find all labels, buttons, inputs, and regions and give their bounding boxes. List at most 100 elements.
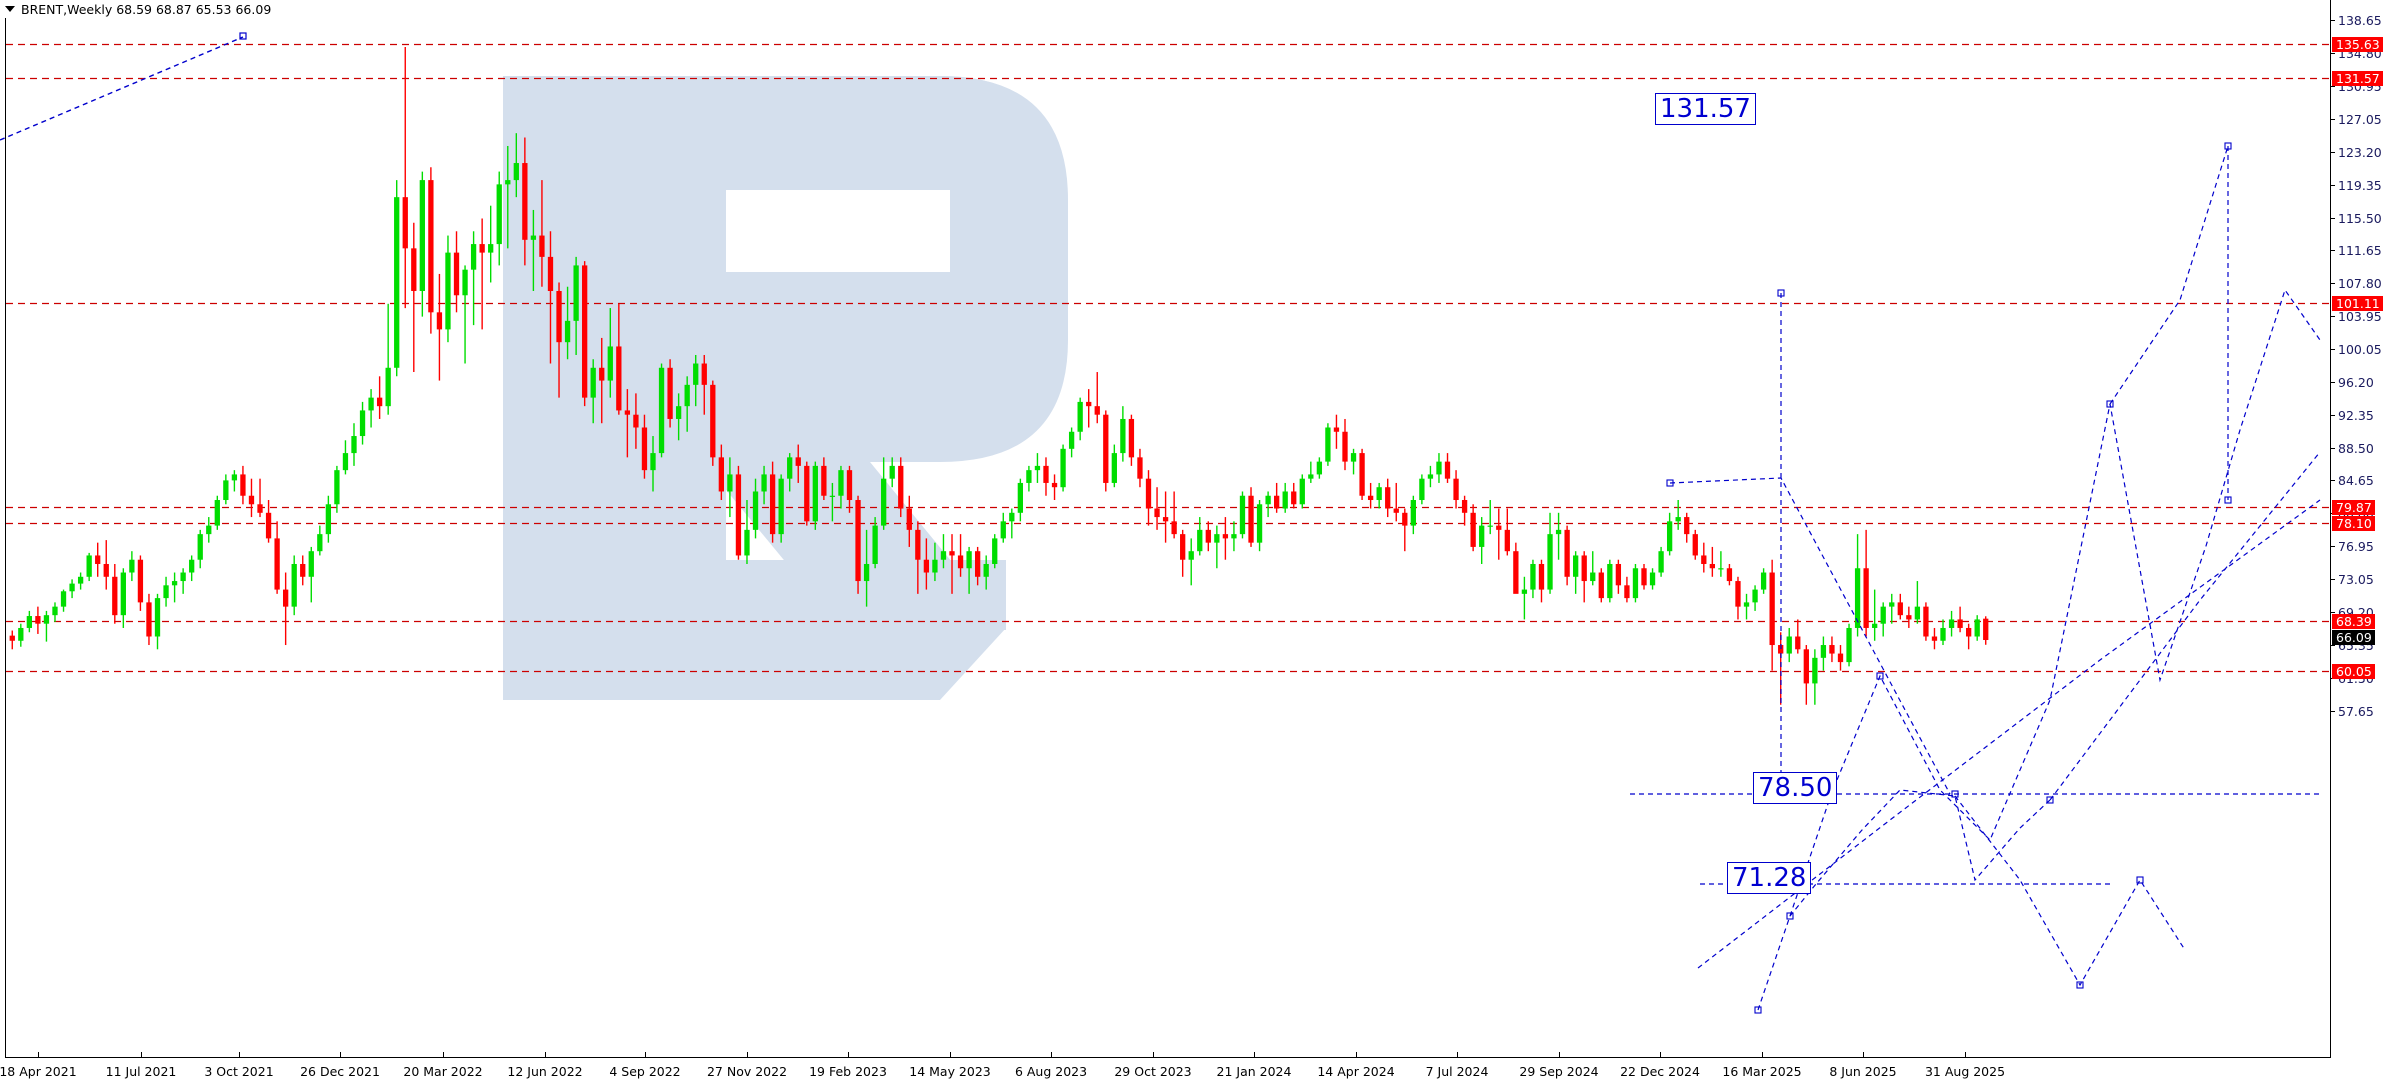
- date-tick-mark: [1863, 1052, 1864, 1057]
- tick-mark: [2331, 152, 2335, 153]
- date-tick-mark: [239, 1052, 240, 1057]
- price-tick: 76.95: [2331, 540, 2374, 554]
- current-price-label[interactable]: 66.09: [2332, 630, 2375, 645]
- date-tick-mark: [848, 1052, 849, 1057]
- date-tick-label: 14 May 2023: [909, 1064, 991, 1079]
- price-tick-label: 73.05: [2338, 572, 2374, 587]
- date-tick-mark: [1660, 1052, 1661, 1057]
- date-tick-mark: [141, 1052, 142, 1057]
- level-price-label[interactable]: 68.39: [2332, 614, 2375, 629]
- tick-mark: [2331, 415, 2335, 416]
- level-price-label[interactable]: 79.87: [2332, 500, 2375, 515]
- price-tick: 57.65: [2331, 705, 2374, 719]
- date-tick-mark: [443, 1052, 444, 1057]
- date-tick-mark: [747, 1052, 748, 1057]
- price-tick-label: 138.65: [2338, 13, 2382, 28]
- price-tick-label: 76.95: [2338, 539, 2374, 554]
- level-price-label[interactable]: 101.11: [2332, 296, 2383, 311]
- price-tick: 115.50: [2331, 212, 2382, 226]
- tick-mark: [2331, 448, 2335, 449]
- price-tick-label: 100.05: [2338, 342, 2382, 357]
- tick-mark: [2331, 382, 2335, 383]
- date-tick-label: 8 Jun 2025: [1829, 1064, 1897, 1079]
- date-tick-label: 21 Jan 2024: [1216, 1064, 1292, 1079]
- tick-mark: [2331, 53, 2335, 54]
- tick-mark: [2331, 711, 2335, 712]
- tick-mark: [2331, 119, 2335, 120]
- price-tick: 100.05: [2331, 343, 2382, 357]
- price-tick: 92.35: [2331, 409, 2374, 423]
- axis-line-left: [5, 18, 6, 1058]
- price-tick: 138.65: [2331, 14, 2382, 28]
- price-tick-label: 119.35: [2338, 178, 2382, 193]
- price-tick: 73.05: [2331, 573, 2374, 587]
- date-axis[interactable]: 18 Apr 2021 11 Jul 2021 3 Oct 2021 26 Dec 2…: [0, 1052, 2392, 1090]
- price-tick-label: 127.05: [2338, 112, 2382, 127]
- date-tick-label: 27 Nov 2022: [706, 1064, 788, 1079]
- date-tick-label: 20 Mar 2022: [403, 1064, 483, 1079]
- symbol-ohlc-label: BRENT,Weekly 68.59 68.87 65.53 66.09: [21, 1, 272, 17]
- date-tick-label: 6 Aug 2023: [1014, 1064, 1088, 1079]
- date-tick-mark: [1762, 1052, 1763, 1057]
- chart-header[interactable]: BRENT,Weekly 68.59 68.87 65.53 66.09: [0, 0, 2392, 18]
- date-tick-label: 4 Sep 2022: [609, 1064, 681, 1079]
- tick-mark: [2331, 579, 2335, 580]
- price-tick-label: 92.35: [2338, 408, 2374, 423]
- date-tick-label: 22 Dec 2024: [1620, 1064, 1700, 1079]
- tick-mark: [2331, 250, 2335, 251]
- date-tick-label: 14 Apr 2024: [1317, 1064, 1395, 1079]
- date-tick-mark: [1153, 1052, 1154, 1057]
- date-tick-mark: [950, 1052, 951, 1057]
- price-tick-label: 111.65: [2338, 243, 2382, 258]
- date-tick-label: 11 Jul 2021: [105, 1064, 177, 1079]
- price-tick-label: 84.65: [2338, 473, 2374, 488]
- date-tick-mark: [645, 1052, 646, 1057]
- date-tick-label: 29 Sep 2024: [1519, 1064, 1599, 1079]
- price-tick-label: 57.65: [2338, 704, 2374, 719]
- date-tick-mark: [1356, 1052, 1357, 1057]
- date-tick-label: 19 Feb 2023: [809, 1064, 887, 1079]
- price-tick: 84.65: [2331, 474, 2374, 488]
- date-tick-label: 7 Jul 2024: [1425, 1064, 1489, 1079]
- date-tick-label: 12 Jun 2022: [507, 1064, 583, 1079]
- date-tick-label: 29 Oct 2023: [1114, 1064, 1192, 1079]
- date-tick-mark: [1559, 1052, 1560, 1057]
- tick-mark: [2331, 20, 2335, 21]
- tick-mark: [2331, 316, 2335, 317]
- tick-mark: [2331, 645, 2335, 646]
- tick-mark: [2331, 86, 2335, 87]
- price-tick: 119.35: [2331, 179, 2382, 193]
- tick-mark: [2331, 349, 2335, 350]
- price-tick: 88.50: [2331, 442, 2374, 456]
- price-axis[interactable]: 138.65 134.80 130.95 127.05 123.20 119.35 115.…: [2331, 0, 2392, 1090]
- date-tick-label: 3 Oct 2021: [204, 1064, 274, 1079]
- date-tick-mark: [38, 1052, 39, 1057]
- date-tick-label: 31 Aug 2025: [1924, 1064, 2006, 1079]
- tick-mark: [2331, 283, 2335, 284]
- date-tick-mark: [1051, 1052, 1052, 1057]
- triangle-down-icon[interactable]: [5, 6, 15, 12]
- level-price-label[interactable]: 135.63: [2332, 37, 2383, 52]
- date-tick-mark: [1965, 1052, 1966, 1057]
- tick-mark: [2331, 218, 2335, 219]
- price-tick-label: 88.50: [2338, 441, 2374, 456]
- date-tick-mark: [1457, 1052, 1458, 1057]
- level-price-label[interactable]: 60.05: [2332, 664, 2375, 679]
- price-tick-label: 115.50: [2338, 211, 2382, 226]
- price-target-callout[interactable]: 131.57: [1655, 93, 1756, 125]
- price-tick-label: 123.20: [2338, 145, 2382, 160]
- price-tick: 127.05: [2331, 113, 2382, 127]
- price-tick: 123.20: [2331, 146, 2382, 160]
- tick-mark: [2331, 546, 2335, 547]
- level-price-label[interactable]: 78.10: [2332, 516, 2375, 531]
- level-price-label[interactable]: 131.57: [2332, 71, 2383, 86]
- date-tick-mark: [1254, 1052, 1255, 1057]
- date-tick-label: 26 Dec 2021: [300, 1064, 380, 1079]
- date-tick-mark: [545, 1052, 546, 1057]
- price-target-callout[interactable]: 78.50: [1753, 772, 1838, 804]
- axis-line-bottom: [5, 1057, 2331, 1058]
- price-target-callout[interactable]: 71.28: [1727, 862, 1812, 894]
- tick-mark: [2331, 480, 2335, 481]
- axis-line-right: [2330, 0, 2331, 1058]
